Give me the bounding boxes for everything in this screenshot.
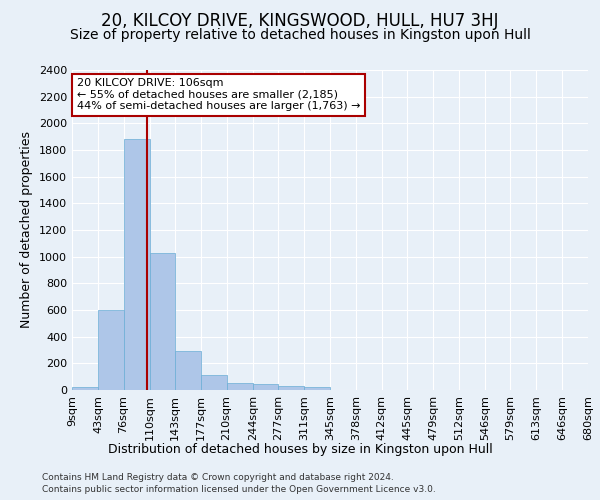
Text: 20, KILCOY DRIVE, KINGSWOOD, HULL, HU7 3HJ: 20, KILCOY DRIVE, KINGSWOOD, HULL, HU7 3… <box>101 12 499 30</box>
Bar <box>201 376 227 390</box>
Bar <box>253 384 278 390</box>
Bar <box>175 350 201 390</box>
Text: 20 KILCOY DRIVE: 106sqm
← 55% of detached houses are smaller (2,185)
44% of semi: 20 KILCOY DRIVE: 106sqm ← 55% of detache… <box>77 78 360 111</box>
Bar <box>124 140 149 390</box>
Text: Size of property relative to detached houses in Kingston upon Hull: Size of property relative to detached ho… <box>70 28 530 42</box>
Bar <box>149 252 175 390</box>
Bar <box>98 310 124 390</box>
Bar <box>278 386 304 390</box>
Text: Contains HM Land Registry data © Crown copyright and database right 2024.: Contains HM Land Registry data © Crown c… <box>42 472 394 482</box>
Bar <box>72 388 98 390</box>
Text: Distribution of detached houses by size in Kingston upon Hull: Distribution of detached houses by size … <box>107 442 493 456</box>
Text: Contains public sector information licensed under the Open Government Licence v3: Contains public sector information licen… <box>42 485 436 494</box>
Y-axis label: Number of detached properties: Number of detached properties <box>20 132 34 328</box>
Bar <box>304 388 331 390</box>
Bar <box>227 384 253 390</box>
